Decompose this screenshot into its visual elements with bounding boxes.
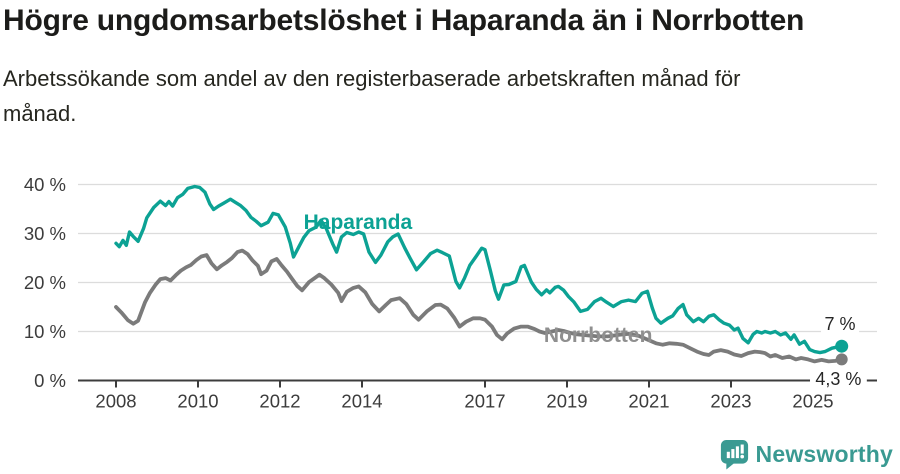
x-tick-label: 2025 — [792, 391, 833, 412]
x-tick-label: 2008 — [95, 391, 136, 412]
logo-exclamation-bar — [740, 444, 744, 454]
logo-bar-1 — [726, 451, 730, 459]
page-title: Högre ungdomsarbetslöshet i Haparanda än… — [3, 4, 805, 37]
x-tick-label: 2014 — [341, 391, 382, 412]
newsworthy-logo: Newsworthy — [720, 439, 893, 470]
haparanda-series-label: Haparanda — [304, 211, 413, 234]
chart-header: Högre ungdomsarbetslöshet i Haparanda än… — [3, 2, 883, 131]
x-tick-label: 2023 — [710, 391, 751, 412]
series-line-haparanda — [114, 184, 844, 355]
subtitle-line-1: Arbetssökande som andel av den registerb… — [3, 65, 741, 91]
y-tick-label: 40 % — [24, 174, 66, 195]
y-tick-label: 10 % — [24, 321, 66, 342]
chart-subtitle: Arbetssökande som andel av den registerb… — [3, 61, 883, 131]
subtitle-line-2: månad. — [3, 100, 77, 126]
x-tick-label: 2010 — [177, 391, 218, 412]
logo-bar-3 — [735, 446, 739, 459]
logo-exclamation-dot — [739, 454, 744, 459]
x-tick-label: 2021 — [628, 391, 669, 412]
norrbotten-series-label: Norrbotten — [544, 324, 653, 347]
haparanda-end-value-bg — [821, 315, 860, 336]
logo-bar-2 — [730, 449, 734, 459]
y-tick-label: 0 % — [34, 370, 66, 391]
norrbotten-end-value-bg — [810, 370, 867, 391]
end-dot-norrbotten — [835, 353, 848, 366]
series-line-norrbotten — [114, 248, 844, 364]
end-dot-haparanda — [835, 339, 849, 353]
y-tick-label: 20 % — [24, 272, 66, 293]
y-tick-label: 30 % — [24, 223, 66, 244]
x-tick-label: 2017 — [464, 391, 505, 412]
newsworthy-logo-icon — [720, 440, 748, 470]
haparanda-end-value: 7 % — [825, 314, 856, 334]
x-tick-label: 2019 — [546, 391, 587, 412]
x-tick-label: 2012 — [259, 391, 300, 412]
newsworthy-logo-text: Newsworthy — [755, 441, 893, 467]
norrbotten-end-value: 4,3 % — [815, 369, 861, 389]
